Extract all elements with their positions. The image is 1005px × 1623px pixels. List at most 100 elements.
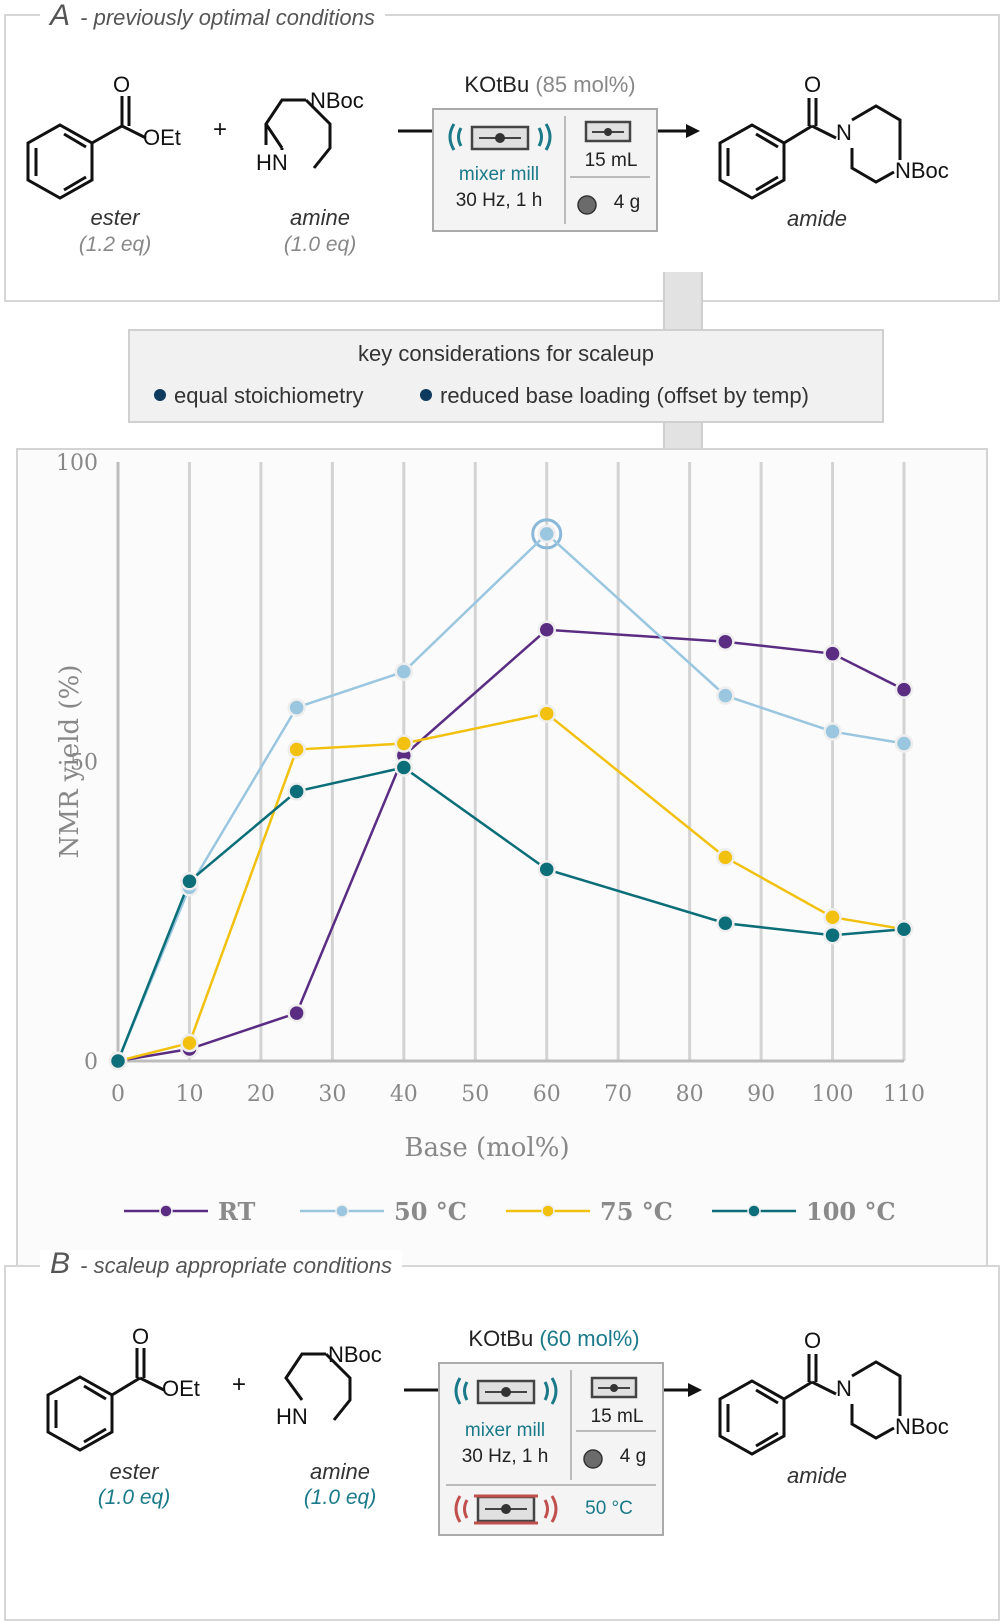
bullet-icon xyxy=(420,389,432,402)
box-divider-v-a xyxy=(564,116,566,224)
ball-icon-a xyxy=(577,195,597,215)
reagent-loading-b: (60 mol%) xyxy=(539,1326,640,1351)
data-point xyxy=(108,1051,128,1071)
y-axis-title: NMR yield (%) xyxy=(55,665,85,859)
heated-jar-icon xyxy=(454,1494,558,1525)
panel-a-title-text: - previously optimal conditions xyxy=(80,5,375,30)
series-line-1 xyxy=(116,532,905,1062)
legend-marker xyxy=(159,1204,173,1218)
data-point xyxy=(287,740,306,759)
series-line-3 xyxy=(116,766,905,1062)
amide-label-a: amide xyxy=(787,206,847,231)
amide-structure-a xyxy=(718,98,902,200)
panel-a-structures: O OEt + NBoc HN O N NBoc xyxy=(26,72,949,200)
series-line-0 xyxy=(117,628,905,1063)
amide-structure-b xyxy=(718,1354,902,1456)
panel-a-letter: A xyxy=(50,0,71,32)
mixer-mill-icon xyxy=(448,123,552,151)
ester-carbonyl-o-a: O xyxy=(113,72,130,97)
data-point xyxy=(287,782,306,801)
y-tick-label: 0 xyxy=(84,1050,98,1075)
x-tick-label: 30 xyxy=(318,1082,346,1107)
jar-icon-b xyxy=(590,1376,638,1399)
ball-mass-b: 4 g xyxy=(619,1446,647,1467)
plus-a: + xyxy=(213,116,227,143)
data-point xyxy=(180,872,199,891)
key-item-base-loading: reduced base loading (offset by temp) xyxy=(420,383,809,409)
data-point xyxy=(894,680,914,699)
data-point xyxy=(537,524,556,544)
mill-settings-b: 30 Hz, 1 h xyxy=(461,1446,549,1467)
legend-marker xyxy=(747,1204,761,1218)
amine-eq-a: (1.0 eq) xyxy=(283,233,357,256)
box-divider-v-b xyxy=(570,1370,572,1480)
legend-label: 100 °C xyxy=(806,1197,896,1226)
yield-chart: 0 10 20 30 40 50 60 70 80 90 100 110 0 50 100 Base (mol… xyxy=(55,451,925,1226)
data-point xyxy=(180,1033,199,1053)
reagent-loading-a: (85 mol%) xyxy=(535,72,636,97)
panel-b-structures: O OEt + NBoc HN O N NBoc xyxy=(46,1324,949,1456)
key-considerations-title: key considerations for scaleup xyxy=(358,341,654,366)
mill-label-b: mixer mill xyxy=(464,1420,546,1441)
x-tick-label: 50 xyxy=(461,1082,489,1107)
panel-b-letter: B xyxy=(50,1247,71,1280)
x-tick-label: 10 xyxy=(175,1082,203,1107)
amine-label-a: amine xyxy=(290,205,350,230)
x-tick-label: 40 xyxy=(390,1082,418,1107)
amide-nboc-b: NBoc xyxy=(895,1414,949,1439)
plus-b: + xyxy=(232,1371,246,1398)
data-point xyxy=(823,925,842,945)
key-considerations-box: key considerations for scaleup equal sto… xyxy=(128,329,884,423)
amide-carbonyl-o-a: O xyxy=(804,72,821,97)
legend-label: 75 °C xyxy=(600,1197,673,1226)
series-line-2 xyxy=(117,712,905,1063)
ball-icon-b xyxy=(583,1449,603,1469)
reagent-name-b: KOtBu xyxy=(468,1326,534,1351)
mixer-mill-icon xyxy=(454,1377,558,1405)
panel-b-title: B - scaleup appropriate conditions xyxy=(40,1247,402,1280)
legend-label: 50 °C xyxy=(394,1197,467,1226)
reagent-name-a: KOtBu xyxy=(464,72,530,97)
jar-volume-a: 15 mL xyxy=(584,150,638,171)
box-divider-h-b xyxy=(576,1430,656,1432)
mill-settings-a: 30 Hz, 1 h xyxy=(455,190,543,211)
data-point xyxy=(894,919,914,939)
x-tick-label: 80 xyxy=(676,1082,704,1107)
ester-oet-a: OEt xyxy=(143,125,181,150)
amide-nboc-a: NBoc xyxy=(895,158,949,183)
x-tick-label: 20 xyxy=(247,1082,275,1107)
highlight-ring xyxy=(531,518,563,550)
data-point xyxy=(537,704,556,723)
x-axis-title: Base (mol%) xyxy=(404,1133,569,1163)
data-point xyxy=(287,698,306,717)
jar-volume-b: 15 mL xyxy=(590,1406,644,1427)
x-tick-label: 0 xyxy=(111,1082,125,1107)
amide-n-b: N xyxy=(836,1376,852,1401)
amine-structure-a xyxy=(264,98,332,169)
ester-eq-b: (1.0 eq) xyxy=(97,1486,171,1509)
amine-hn-b: HN xyxy=(276,1404,308,1429)
ester-label-b: ester xyxy=(109,1459,159,1484)
amide-label-b: amide xyxy=(787,1463,847,1488)
x-tick-label: 100 xyxy=(812,1082,854,1107)
data-point xyxy=(716,913,735,933)
key-item-stoichiometry: equal stoichiometry xyxy=(154,383,364,409)
ester-label-a: ester xyxy=(90,205,140,230)
amine-nboc-b: NBoc xyxy=(328,1342,382,1367)
conditions-box-a: mixer mill 30 Hz, 1 h 15 mL 4 g xyxy=(432,108,658,232)
amide-carbonyl-o-b: O xyxy=(804,1328,821,1353)
data-point xyxy=(394,758,414,777)
ester-structure-a xyxy=(26,96,147,200)
ester-carbonyl-o-b: O xyxy=(132,1324,149,1349)
data-point xyxy=(394,734,414,753)
bullet-icon xyxy=(154,389,166,402)
amine-nboc-a: NBoc xyxy=(310,88,364,113)
box-divider-h-a xyxy=(570,176,650,178)
temperature-b: 50 °C xyxy=(585,1498,633,1519)
x-tick-label: 90 xyxy=(747,1082,775,1107)
data-point xyxy=(823,907,842,927)
data-point xyxy=(716,686,735,705)
key-item-label: equal stoichiometry xyxy=(174,383,364,408)
amine-hn-a: HN xyxy=(256,150,288,175)
arrow-head-b xyxy=(688,1383,702,1397)
